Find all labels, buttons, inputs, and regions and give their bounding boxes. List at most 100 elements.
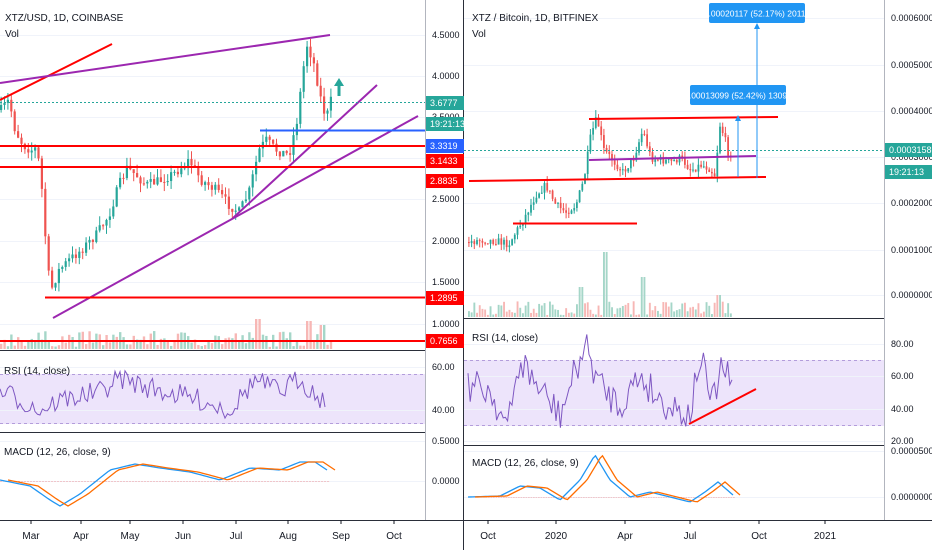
left-candle-body [187,159,190,167]
right-candle-body [468,242,470,244]
right-rsi-trendline[interactable] [688,388,757,425]
right-candle-body [627,168,630,172]
right-volume-bar [624,304,627,317]
right-histogram-bar [710,497,713,498]
right-candle-body [632,159,635,161]
left-candle-body [214,184,217,190]
right-volume-bar [581,287,584,317]
left-histogram-bar [36,481,39,482]
right-volume-label: Vol [472,29,486,40]
left-histogram-bar [42,481,45,482]
right-red-channel-bottom[interactable] [468,176,767,182]
right-purple-channel-mid[interactable] [588,155,757,161]
left-price-tag-bg [426,174,464,188]
right-histogram-bar [718,497,720,498]
right-candle-body [522,223,524,226]
right-time-tick-label: Oct [480,531,496,542]
left-candle-body [57,268,60,284]
right-candle-body [486,243,489,245]
left-histogram-bar [87,481,90,482]
right-volume-bar [511,312,514,317]
right-volume-bar [665,302,667,317]
left-price-tag-text: 1.2895 [430,293,458,303]
right-time-tick-label: Jul [684,531,697,542]
right-volume-bar [635,314,638,317]
right-volume-bar [538,303,541,317]
left-candle-body [61,266,64,269]
right-histogram-bar [583,497,585,498]
right-histogram-bar [490,497,493,498]
right-histogram-bar [545,497,548,498]
right-price-tag-text: 0.00031581 [889,145,932,155]
right-histogram-bar [683,497,685,498]
right-volume-bar [589,309,592,317]
right-volume-bar [570,312,573,317]
left-volume-bar [159,338,163,349]
left-volume-label: Vol [5,29,19,40]
left-histogram-bar [249,481,252,482]
left-price-tag: 3.6777 [426,96,464,110]
right-histogram-bar [618,497,620,498]
right-candle-body [505,239,508,248]
right-volume-bar [700,313,703,317]
left-volume-bar [115,336,118,349]
left-histogram-bar [117,481,120,482]
right-time-axis[interactable]: Oct 2020 Apr Jul Oct 2021 [480,520,837,542]
left-histogram-bar [276,481,279,482]
left-rsi-band [0,374,425,424]
right-candle-body [500,238,503,245]
left-volume-bar [241,335,244,349]
left-candle-body [68,258,71,262]
left-green-up-arrow[interactable] [334,78,344,96]
right-histogram-bar [548,497,550,498]
left-histogram-bar [54,481,57,482]
right-price-axis[interactable]: 0.000600000.000500000.000400000.00030000… [891,13,932,502]
right-red-channel-top[interactable] [588,116,779,120]
left-candle-body [3,102,6,106]
right-volume-bar [532,308,535,317]
right-candle-body [694,169,697,172]
right-drawings[interactable] [464,23,884,225]
right-volume-bar [711,314,713,317]
right-volume-bar [724,313,727,317]
right-candle-body [721,126,724,134]
left-purple-steep-line[interactable] [232,84,378,219]
right-volume-bar [605,252,608,317]
left-candle-body [54,283,57,288]
right-volume-bar [503,301,505,317]
left-price-tick-label: 4.0000 [432,71,460,81]
left-volume-bar [295,341,299,349]
right-histogram-bar [513,497,515,498]
right-candle-body [592,127,594,135]
measure-label-top[interactable]: 0.00020117 (52.17%) 20117 [704,3,811,23]
left-candle-body [85,242,88,253]
right-volume-bar [586,302,589,317]
right-candle-body [711,171,713,174]
right-histogram-bar [610,497,613,498]
left-histogram-bar [300,481,303,482]
left-histogram-bar [66,481,69,482]
left-histogram-bar [120,481,123,482]
right-volume-bar [648,302,651,317]
left-volume-bar [238,341,241,349]
left-candle-body [78,251,81,258]
right-volume-bar [543,303,546,317]
right-histogram-bar [575,497,578,498]
right-histogram-bar [638,497,640,498]
right-candle-body [716,152,719,177]
left-volume-bar [142,336,146,349]
right-volume-bar [519,307,522,317]
left-histogram-bar [147,481,150,482]
left-red-trendline[interactable] [0,43,113,101]
left-histogram-bar [282,481,285,482]
left-purple-upper-line[interactable] [0,34,331,84]
left-macd-line [0,461,328,507]
left-volume-bar [204,345,207,349]
right-volume-bar [478,305,481,317]
left-candle-body [197,166,200,176]
right-candle-body [667,158,670,160]
left-time-axis[interactable]: Mar Apr May Jun Jul Aug Sep Oct [22,520,402,542]
measure-label-mid[interactable]: 0.00013099 (52.42%) 13099 [684,85,792,105]
left-drawings[interactable] [0,34,425,342]
